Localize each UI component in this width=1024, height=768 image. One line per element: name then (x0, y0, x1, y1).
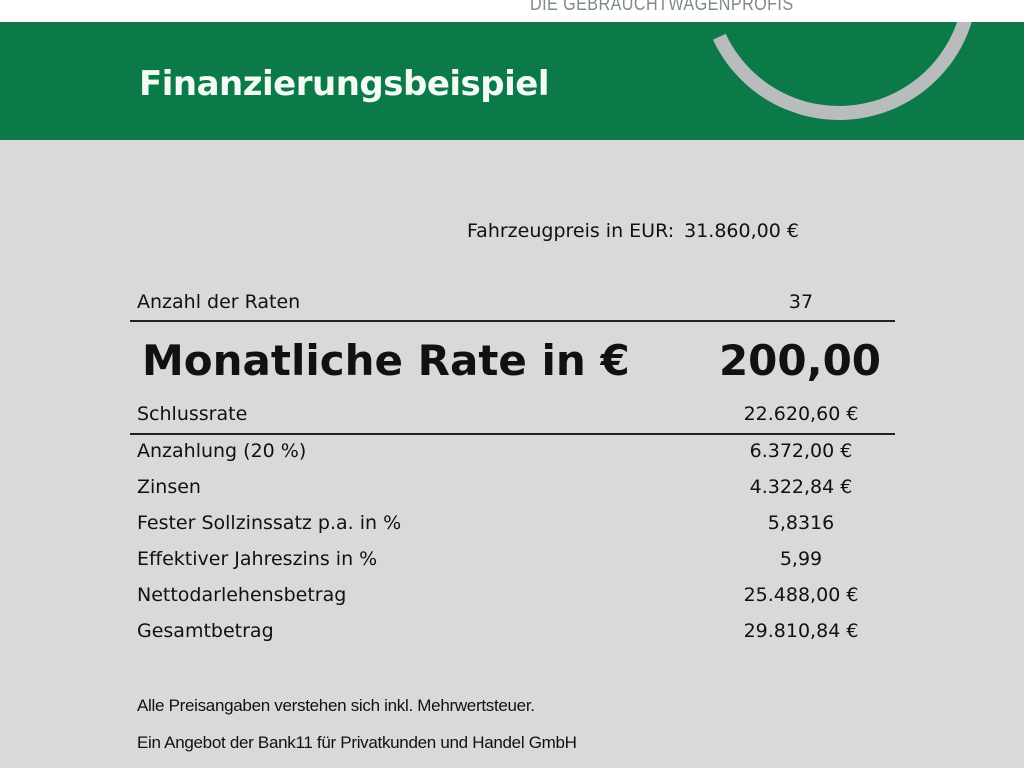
detail-row: Anzahlung (20 %) 6.372,00 € (137, 440, 895, 470)
detail-value: 5,8316 (767, 512, 835, 534)
detail-label: Gesamtbetrag (137, 620, 274, 642)
detail-value: 29.810,84 € (743, 620, 859, 642)
monthly-rate-value: 200,00 (718, 336, 882, 385)
monthly-rate-label: Monatliche Rate in € (142, 336, 630, 385)
final-rate-row: Schlussrate 22.620,60 € (137, 403, 895, 433)
detail-row: Effektiver Jahreszins in % 5,99 (137, 548, 895, 578)
page-title: Finanzierungsbeispiel (139, 64, 549, 104)
detail-row: Nettodarlehensbetrag 25.488,00 € (137, 584, 895, 614)
divider (130, 433, 895, 435)
divider (130, 320, 895, 322)
detail-value: 6.372,00 € (749, 440, 853, 462)
final-rate-label: Schlussrate (137, 403, 248, 425)
detail-row: Gesamtbetrag 29.810,84 € (137, 620, 895, 650)
logo-swoosh-icon (660, 22, 1018, 140)
detail-row: Fester Sollzinssatz p.a. in % 5,8316 (137, 512, 895, 542)
rates-value: 37 (788, 291, 814, 313)
detail-value: 5,99 (779, 548, 823, 570)
vehicle-price-value: 31.860,00 € (684, 220, 799, 242)
brand-tagline: DIE GEBRAUCHTWAGENPROFIS (530, 0, 794, 15)
detail-label: Effektiver Jahreszins in % (137, 548, 378, 570)
final-rate-value: 22.620,60 € (743, 403, 859, 425)
rates-label: Anzahl der Raten (137, 291, 301, 313)
detail-label: Nettodarlehensbetrag (137, 584, 347, 606)
top-bar: DIE GEBRAUCHTWAGENPROFIS (0, 0, 1024, 22)
detail-value: 25.488,00 € (743, 584, 859, 606)
detail-label: Anzahlung (20 %) (137, 440, 307, 462)
detail-label: Fester Sollzinssatz p.a. in % (137, 512, 402, 534)
detail-value: 4.322,84 € (749, 476, 853, 498)
header-banner: Finanzierungsbeispiel (0, 22, 1024, 140)
rates-row: Anzahl der Raten 37 (137, 291, 895, 321)
vehicle-price: Fahrzeugpreis in EUR: 31.860,00 € (467, 220, 799, 242)
vehicle-price-label: Fahrzeugpreis in EUR: (467, 220, 675, 242)
detail-row: Zinsen 4.322,84 € (137, 476, 895, 506)
vat-note: Alle Preisangaben verstehen sich inkl. M… (137, 696, 535, 715)
detail-label: Zinsen (137, 476, 201, 498)
bank-note: Ein Angebot der Bank11 für Privatkunden … (137, 733, 577, 752)
